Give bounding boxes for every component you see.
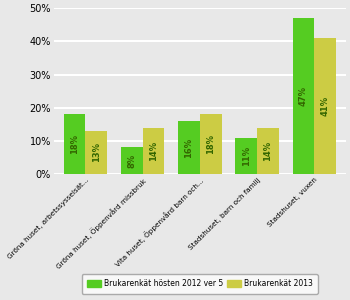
Bar (121, 148, 142, 174)
Bar (85, 131, 107, 174)
Bar (178, 121, 200, 174)
Legend: Brukarenkät hösten 2012 ver 5, Brukarenkät 2013: Brukarenkät hösten 2012 ver 5, Brukarenk… (82, 274, 318, 294)
Text: 16%: 16% (184, 137, 194, 158)
Text: 47%: 47% (299, 86, 308, 106)
Bar (64, 114, 85, 174)
Bar (293, 18, 314, 174)
Text: 14%: 14% (149, 141, 158, 161)
Text: 8%: 8% (127, 154, 136, 168)
Text: 18%: 18% (206, 134, 215, 154)
Bar (257, 128, 279, 174)
Bar (314, 38, 336, 174)
Bar (142, 128, 164, 174)
Text: 41%: 41% (321, 96, 330, 116)
Text: 11%: 11% (242, 146, 251, 166)
Bar (200, 114, 222, 174)
Text: 14%: 14% (264, 141, 272, 161)
Text: 18%: 18% (70, 134, 79, 154)
Text: 13%: 13% (92, 142, 101, 162)
Bar (235, 137, 257, 174)
